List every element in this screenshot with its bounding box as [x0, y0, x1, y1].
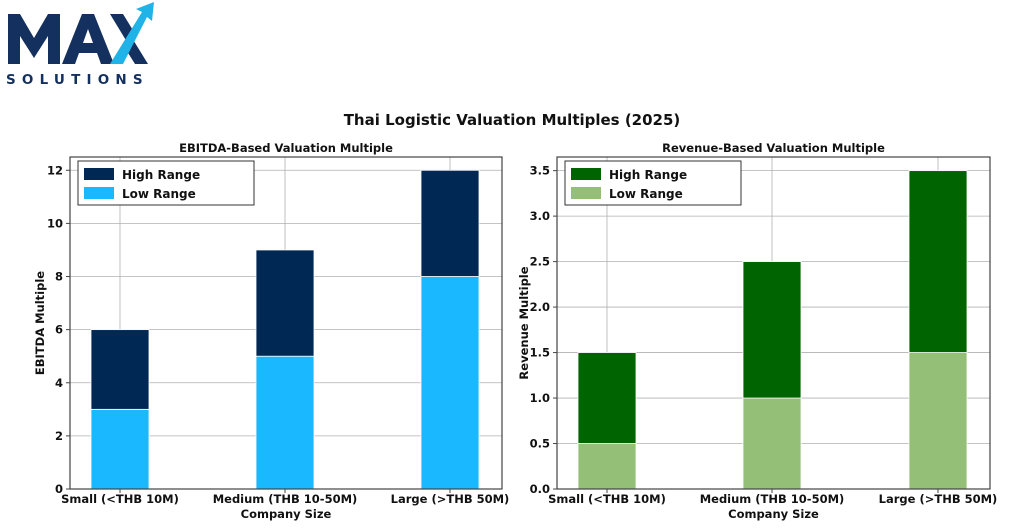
legend-swatch — [571, 168, 601, 180]
bar-high-range — [908, 170, 968, 353]
revenue-chart: Revenue-Based Valuation Multiple 0.0 0.5 1.… — [517, 141, 997, 521]
x-tick-label: Large (>THB 50M) — [391, 492, 510, 506]
logo-wordmark: SOLUTIONS — [6, 72, 149, 88]
x-tick-label: Small (<THB 10M) — [548, 492, 666, 506]
legend-swatch — [84, 187, 114, 199]
bar-low-range — [577, 443, 637, 490]
bar-high-range — [90, 329, 150, 410]
subplot-title: EBITDA-Based Valuation Multiple — [179, 141, 393, 155]
x-tick-label: Large (>THB 50M) — [879, 492, 998, 506]
x-tick-label: Medium (THB 10-50M) — [213, 492, 358, 506]
x-tick-label: Medium (THB 10-50M) — [700, 492, 845, 506]
y-tick-label: 4 — [55, 376, 63, 390]
ebitda-chart: EBITDA-Based Valuation Multiple 0 2 4 6 8 10 12… — [33, 141, 509, 521]
main-title: Thai Logistic Valuation Multiples (2025) — [343, 111, 681, 129]
legend-label: Low Range — [609, 187, 683, 201]
max-solutions-logo: SOLUTIONS — [6, 2, 156, 88]
legend-label: High Range — [122, 168, 200, 182]
logo-mark — [8, 2, 154, 64]
legend: High Range Low Range — [564, 160, 742, 206]
y-tick-label: 8 — [55, 270, 63, 284]
legend: High Range Low Range — [77, 160, 255, 206]
bar-low-range — [908, 352, 968, 490]
y-tick-label: 12 — [47, 163, 63, 177]
y-tick-label: 0.0 — [530, 482, 550, 496]
y-tick-label: 2.0 — [530, 300, 550, 314]
bar-low-range — [255, 355, 315, 490]
subplot-title: Revenue-Based Valuation Multiple — [662, 141, 885, 155]
y-tick-label: 3.5 — [530, 164, 550, 178]
y-tick-label: 2 — [55, 429, 63, 443]
y-tick-label: 1.5 — [530, 346, 550, 360]
x-axis-label: Company Size — [241, 507, 332, 521]
y-tick-label: 0 — [55, 482, 63, 496]
bar-high-range — [742, 261, 802, 399]
legend-label: Low Range — [122, 187, 196, 201]
y-tick-label: 2.5 — [530, 255, 550, 269]
bar-high-range — [255, 249, 315, 357]
x-axis-label: Company Size — [728, 507, 819, 521]
y-tick-label: 1.0 — [530, 391, 550, 405]
y-tick-label: 0.5 — [530, 437, 550, 451]
y-tick-label: 10 — [47, 216, 63, 230]
plot-frame — [69, 156, 503, 490]
bar-low-range — [90, 408, 150, 490]
legend-swatch — [84, 168, 114, 180]
y-tick-label: 3.0 — [530, 209, 550, 223]
y-axis-label: EBITDA Multiple — [33, 271, 47, 375]
legend-swatch — [571, 187, 601, 199]
bar-low-range — [420, 276, 480, 490]
plot-frame — [556, 156, 991, 490]
bar-high-range — [420, 169, 480, 277]
legend-label: High Range — [609, 168, 687, 182]
bar-high-range — [577, 352, 637, 444]
bar-low-range — [742, 397, 802, 490]
y-axis-label: Revenue Multiple — [517, 266, 531, 379]
x-tick-label: Small (<THB 10M) — [61, 492, 179, 506]
y-tick-label: 6 — [55, 323, 63, 337]
